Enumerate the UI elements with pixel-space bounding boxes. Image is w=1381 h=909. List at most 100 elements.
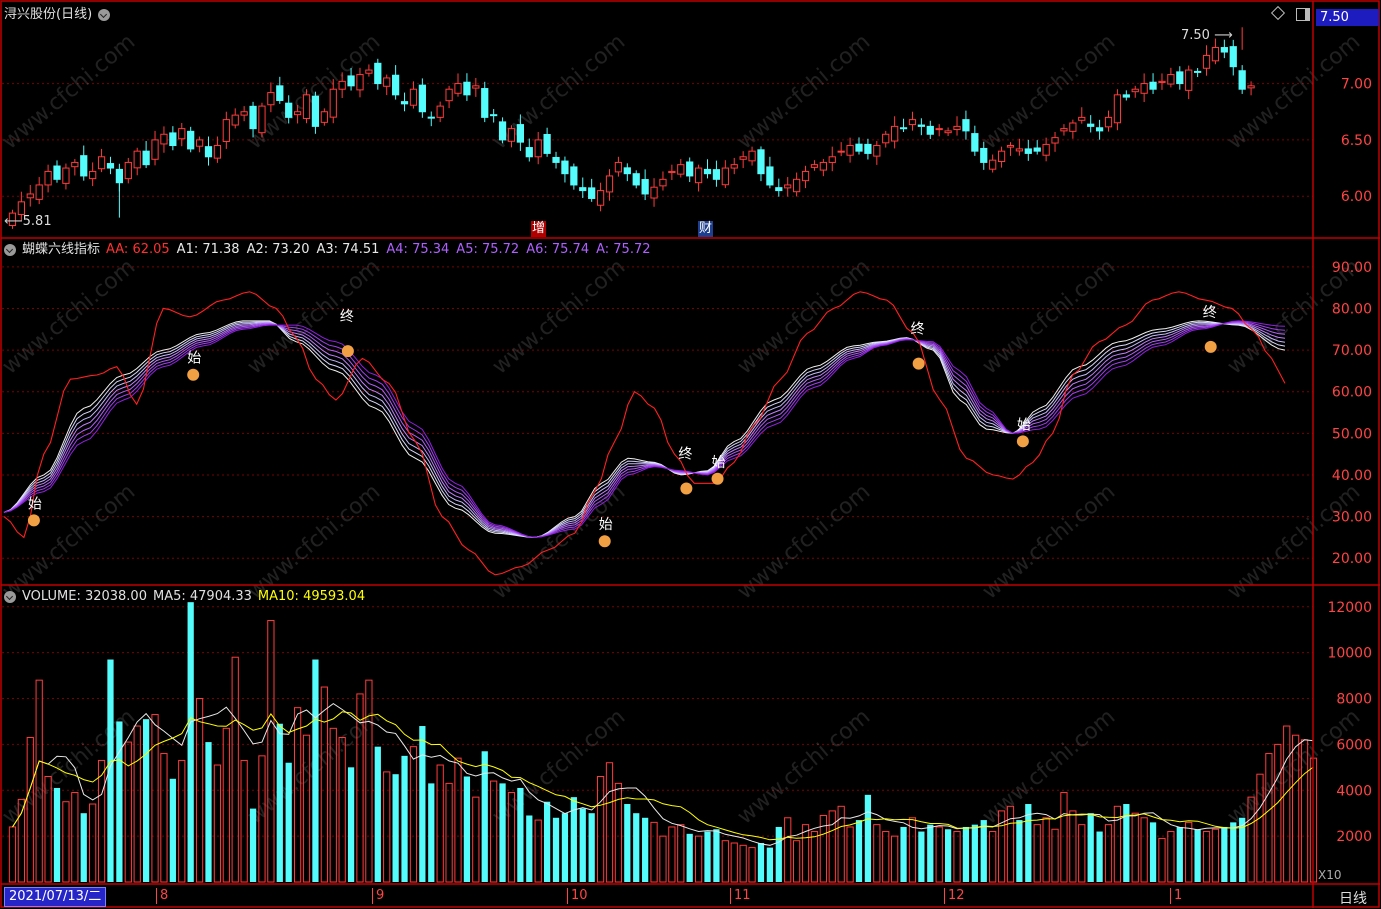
watermark-text: www.cfchi.com xyxy=(733,29,875,154)
volume-bar xyxy=(882,831,890,883)
volume-bar xyxy=(1051,828,1059,883)
candle-body xyxy=(766,166,774,186)
candle-body xyxy=(650,186,658,199)
volume-bar xyxy=(918,831,925,882)
candle-body xyxy=(454,83,462,94)
candle-body xyxy=(169,132,177,147)
event-marker-increase[interactable]: 增 xyxy=(531,221,547,237)
volume-axis-tick: 4000 xyxy=(1336,783,1372,799)
volume-bar xyxy=(1221,826,1228,882)
volume-bar xyxy=(989,831,997,883)
chevron-down-icon[interactable] xyxy=(4,591,16,603)
volume-bar xyxy=(1104,824,1113,883)
ma5-line xyxy=(12,702,1314,846)
period-selector[interactable]: 日线 xyxy=(1339,891,1367,907)
volume-bar xyxy=(1256,773,1264,883)
window-toggle-icon[interactable] xyxy=(1296,8,1310,21)
candle-body xyxy=(62,167,70,184)
volume-bar xyxy=(766,847,774,882)
volume-bar xyxy=(997,810,1006,883)
hand-pointer-icon xyxy=(680,482,693,495)
volume-bar xyxy=(980,820,987,882)
month-tick: 9 xyxy=(372,888,384,904)
volume-bar xyxy=(1025,804,1032,882)
candle-body xyxy=(1122,94,1130,98)
candle-body xyxy=(26,193,34,199)
indicator-axis-tick: 40.00 xyxy=(1332,468,1372,484)
volume-bar xyxy=(133,725,141,883)
hand-pointer-icon xyxy=(1204,340,1217,353)
watermark-text: www.cfchi.com xyxy=(243,479,385,604)
candle-body xyxy=(267,92,275,106)
indicator-axis-tick: 80.00 xyxy=(1332,301,1372,317)
volume-bar xyxy=(1202,831,1211,883)
candle-body xyxy=(1104,116,1113,128)
candle-body xyxy=(1113,94,1122,124)
volume-bar xyxy=(1060,792,1068,883)
stock-title[interactable]: 浔兴股份(日线) xyxy=(4,7,93,22)
volume-bar xyxy=(445,782,453,883)
candle-body xyxy=(276,85,284,101)
candlestick-series xyxy=(8,27,1255,229)
chevron-down-icon[interactable] xyxy=(4,244,16,256)
candle-body xyxy=(1176,71,1184,85)
volume-bar xyxy=(873,824,881,883)
candle-body xyxy=(525,147,533,158)
candle-body xyxy=(436,105,444,118)
candle-body xyxy=(249,105,257,130)
candle-body xyxy=(187,130,195,150)
indicator-axis-tick: 20.00 xyxy=(1332,551,1372,567)
volume-bar xyxy=(507,792,516,883)
indicator-axis-tick: 90.00 xyxy=(1332,260,1372,276)
volume-bar xyxy=(1167,831,1175,883)
volume-bar xyxy=(1006,805,1015,883)
volume-bar xyxy=(614,782,623,883)
volume-bar xyxy=(1292,734,1300,883)
start-signal-label: 始 xyxy=(712,455,726,471)
volume-bar xyxy=(89,803,97,883)
candle-body xyxy=(133,150,141,169)
candle-body xyxy=(204,146,213,158)
volume-ma5: MA5: 47904.33 xyxy=(152,589,252,604)
candle-body xyxy=(178,128,186,140)
candle-body xyxy=(570,166,578,186)
volume-unit: X10 xyxy=(1318,868,1342,882)
volume-bar xyxy=(801,824,810,883)
candle-body xyxy=(1087,123,1095,127)
volume-bar xyxy=(1247,796,1255,883)
candle-body xyxy=(35,184,43,200)
event-marker-finance[interactable]: 财 xyxy=(698,221,714,237)
chevron-down-icon[interactable] xyxy=(98,9,111,21)
candle-body xyxy=(596,190,605,206)
high-price-label: 7.50 ⟶ xyxy=(1181,28,1233,43)
volume-bar xyxy=(249,808,257,882)
candle-body xyxy=(213,145,222,159)
indicator-axis-tick: 30.00 xyxy=(1332,510,1372,526)
butterfly-line-6 xyxy=(3,321,1286,538)
watermark-text: www.cfchi.com xyxy=(733,479,875,604)
volume-bar xyxy=(499,783,506,882)
candle-body xyxy=(882,133,890,144)
candle-body xyxy=(552,156,560,163)
price-panel-header: 浔兴股份(日线) xyxy=(4,7,111,23)
candle-body xyxy=(953,125,961,131)
volume-bar xyxy=(1211,828,1220,883)
candle-body xyxy=(632,173,640,186)
volume-bar xyxy=(222,727,230,883)
volume-bar xyxy=(347,767,355,882)
volume-bar xyxy=(908,817,917,883)
start-signal-label: 始 xyxy=(187,351,201,367)
volume-bar xyxy=(944,829,952,882)
watermark-text: www.cfchi.com xyxy=(978,479,1120,604)
volume-bar xyxy=(365,679,373,883)
indicator-name[interactable]: 蝴蝶六线指标 xyxy=(22,242,101,257)
volume-axis-tick: 12000 xyxy=(1327,600,1372,616)
indicator-values: AA: 62.05 A1: 71.38 A2: 73.20 A3: 74.51 A4: … xyxy=(106,242,658,258)
volume-bar xyxy=(1283,725,1291,883)
volume-bar xyxy=(356,693,364,883)
candle-body xyxy=(1078,116,1086,121)
volume-bar xyxy=(302,734,311,883)
candle-body xyxy=(784,184,792,189)
butterfly-line-7 xyxy=(3,320,1286,538)
